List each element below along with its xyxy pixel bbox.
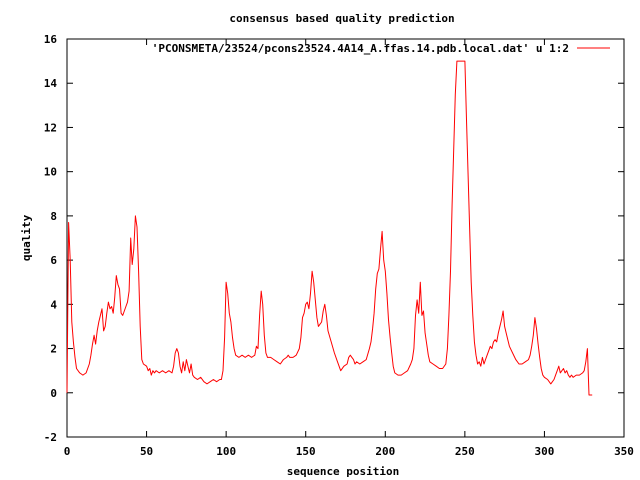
x-tick-label: 300 xyxy=(534,445,554,458)
y-tick-label: 16 xyxy=(44,33,58,46)
x-tick-label: 200 xyxy=(375,445,395,458)
y-tick-label: 8 xyxy=(50,210,57,223)
x-axis-label: sequence position xyxy=(287,465,400,478)
y-tick-label: 0 xyxy=(50,387,57,400)
y-tick-label: 10 xyxy=(44,166,57,179)
y-tick-label: 14 xyxy=(44,77,58,90)
x-tick-label: 150 xyxy=(296,445,316,458)
series-line xyxy=(66,60,593,396)
y-tick-label: 12 xyxy=(44,121,57,134)
x-tick-label: 350 xyxy=(614,445,634,458)
y-tick-label: 6 xyxy=(50,254,57,267)
legend-label: 'PCONSMETA/23524/pcons23524.4A14_A.ffas.… xyxy=(152,42,569,55)
x-tick-label: 50 xyxy=(140,445,153,458)
chart-title: consensus based quality prediction xyxy=(229,12,454,25)
plot-frame xyxy=(66,38,625,438)
y-tick-label: 2 xyxy=(50,343,57,356)
x-tick-label: 100 xyxy=(216,445,236,458)
x-tick-label: 0 xyxy=(64,445,71,458)
y-tick-label: 4 xyxy=(50,298,57,311)
legend: 'PCONSMETA/23524/pcons23524.4A14_A.ffas.… xyxy=(152,42,610,55)
axis-ticks: 0 50 100 150 200 250 300 350 -2 0 2 4 6 8 10 12 14 16 xyxy=(44,33,634,458)
y-axis-label: quality xyxy=(20,214,33,261)
x-tick-label: 250 xyxy=(455,445,475,458)
y-tick-label: -2 xyxy=(44,431,57,444)
